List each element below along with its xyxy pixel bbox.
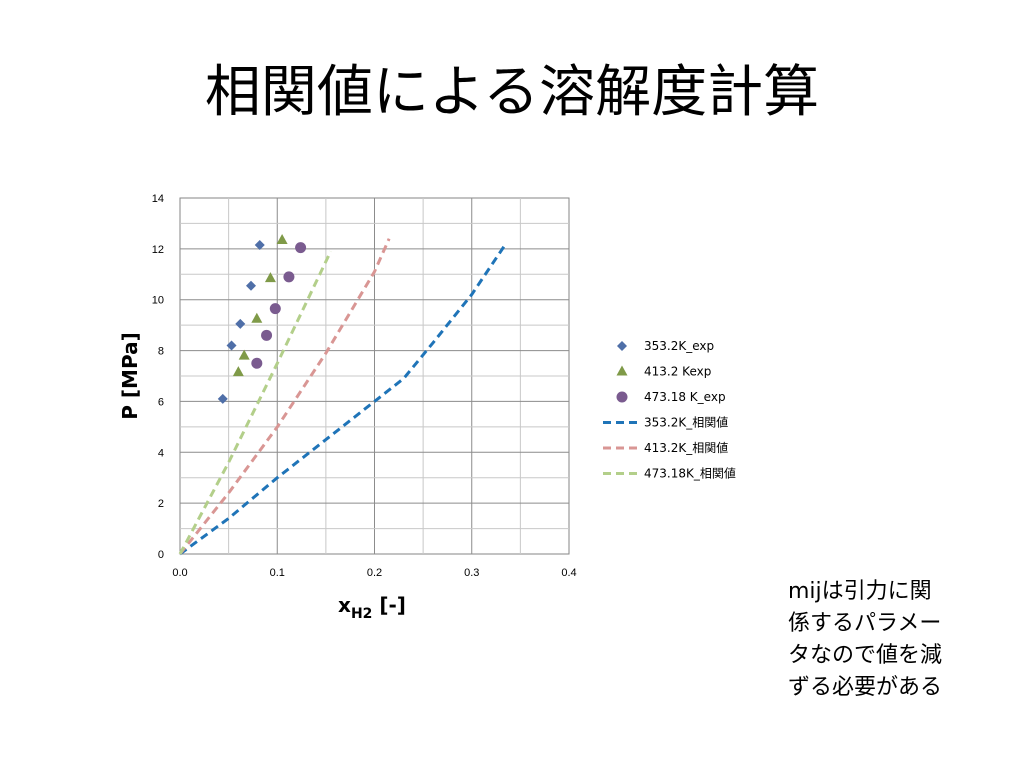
data-point <box>269 303 281 315</box>
data-point <box>245 280 256 291</box>
data-point <box>226 340 237 351</box>
data-point <box>283 271 295 283</box>
y-tick-label: 0 <box>158 549 164 561</box>
x-axis-title-tail: [-] <box>372 593 406 617</box>
chart-legend: 353.2K_exp 413.2 Kexp 473.18 K_exp 353.2K_相… <box>603 339 736 481</box>
series-line <box>179 242 508 556</box>
chart-axes: 0.0 0.1 0.2 0.3 0.4 0 2 4 6 8 10 12 14 <box>152 193 577 579</box>
y-tick-label: 4 <box>158 447 164 459</box>
x-axis-title-sub: H2 <box>351 606 372 622</box>
legend-label: 473.18K_相関値 <box>644 466 736 481</box>
data-point <box>264 272 276 283</box>
legend-label: 473.18 K_exp <box>644 390 726 404</box>
data-point <box>232 366 244 377</box>
note-text: mijは引力に関 係するパラメー タなので値を減 ずる必要がある <box>788 576 988 704</box>
y-tick-label: 14 <box>152 193 164 205</box>
x-axis-title: xH2 [-] <box>338 593 406 622</box>
chart-grid <box>179 197 570 555</box>
note-line: タなので値を減 <box>788 643 943 668</box>
x-tick-label: 0.2 <box>367 567 382 579</box>
note-line: mijは引力に関 <box>788 579 932 604</box>
data-point <box>254 240 265 251</box>
data-point <box>295 242 307 254</box>
note-line: 係するパラメー <box>788 611 942 636</box>
y-tick-label: 2 <box>158 498 164 510</box>
x-tick-label: 0.1 <box>270 567 285 579</box>
y-tick-label: 6 <box>158 396 164 408</box>
x-axis-title-main: x <box>338 593 351 617</box>
y-tick-label: 12 <box>152 244 164 256</box>
data-point <box>217 393 228 404</box>
data-point <box>235 318 246 329</box>
x-tick-label: 0.0 <box>172 567 187 579</box>
series-line <box>178 250 333 555</box>
legend-label: 413.2 Kexp <box>644 365 711 379</box>
y-axis-title: P [MPa] <box>118 332 142 419</box>
data-point <box>238 349 250 360</box>
data-point <box>251 357 263 369</box>
note-line: ずる必要がある <box>788 675 943 700</box>
legend-label: 413.2K_相関値 <box>644 440 728 455</box>
y-tick-label: 10 <box>152 295 164 307</box>
data-point <box>261 329 273 341</box>
y-tick-label: 8 <box>158 346 164 358</box>
legend-marker <box>617 341 627 351</box>
chart-series <box>178 233 508 556</box>
data-point <box>251 312 263 323</box>
data-point <box>276 233 288 244</box>
slide-title: 相関値による溶解度計算 <box>204 60 820 125</box>
legend-marker <box>616 391 628 403</box>
legend-marker <box>616 365 628 376</box>
x-tick-label: 0.4 <box>561 567 576 579</box>
x-tick-label: 0.3 <box>464 567 479 579</box>
legend-label: 353.2K_相関値 <box>644 415 728 430</box>
legend-label: 353.2K_exp <box>644 339 714 353</box>
